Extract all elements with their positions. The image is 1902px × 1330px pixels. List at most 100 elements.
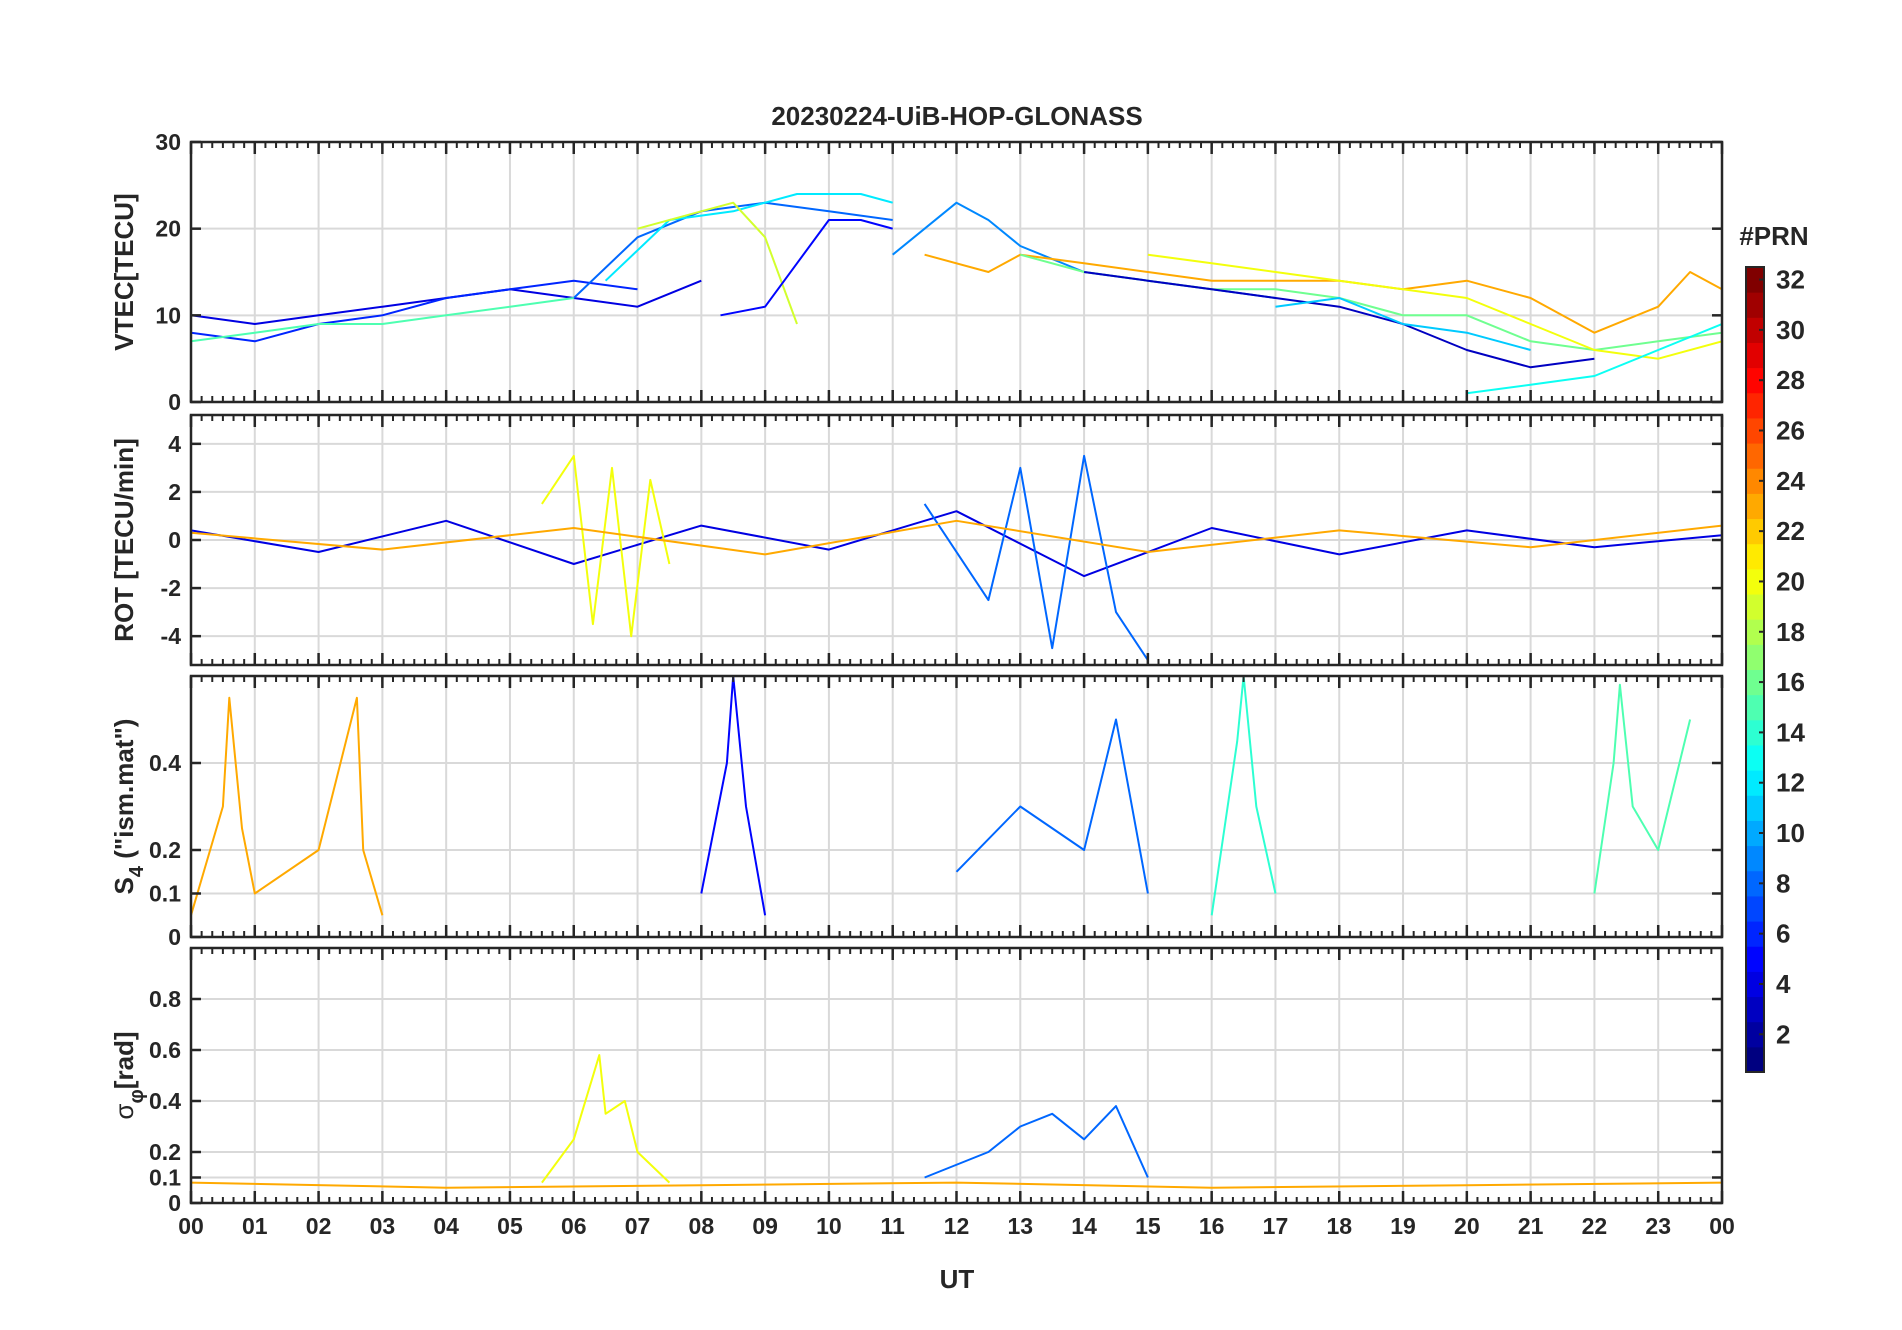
series-line-prn-8 (573, 201, 893, 299)
series-line-prn-15 (191, 297, 574, 343)
y-tick-label: 10 (155, 302, 181, 328)
y-axis-label-main: σ (109, 1104, 139, 1120)
colorbar-tick-label: 4 (1776, 969, 1791, 999)
x-tick-label: 07 (625, 1213, 651, 1239)
colorbar-segment (1746, 317, 1764, 343)
y-tick-label: 0.1 (149, 881, 181, 907)
y-tick-label: 0.6 (149, 1037, 181, 1063)
colorbar-tick-label: 20 (1776, 566, 1805, 596)
colorbar-tick-label: 22 (1776, 516, 1805, 546)
colorbar-segment (1746, 392, 1764, 419)
colorbar-segment (1746, 921, 1764, 947)
panel-1: 0 10 20 30 VTEC[TECU] (109, 129, 1724, 415)
y-axis-label: σφ[rad] (109, 1031, 148, 1119)
series-line-prn-15 (1593, 683, 1692, 894)
colorbar-segment (1746, 342, 1764, 369)
colorbar-segment (1746, 694, 1764, 721)
series-line-prn-23 (191, 519, 1722, 556)
colorbar-segment (1746, 644, 1764, 670)
colorbar-tick-label: 8 (1776, 868, 1790, 898)
x-tick-label: 13 (1007, 1213, 1033, 1239)
x-tick-label: 00 (1709, 1213, 1735, 1239)
colorbar-title: #PRN (1739, 221, 1808, 251)
y-tick-label: 0 (168, 527, 181, 553)
series-line-prn-5 (720, 219, 893, 317)
colorbar-tick-label: 10 (1776, 818, 1805, 848)
colorbar-tick-label: 24 (1776, 466, 1805, 496)
y-axis-label: ROT [TECU/min] (109, 438, 139, 642)
panel-4: 00.10.20.40.60.8σφ[rad] (109, 946, 1724, 1216)
x-tick-label: 18 (1326, 1213, 1352, 1239)
x-tick-label: 03 (370, 1213, 396, 1239)
colorbar-segment (1746, 468, 1764, 494)
series-line-prn-19 (637, 201, 798, 325)
series-group (191, 454, 1722, 661)
x-tick-label: 00 (178, 1213, 204, 1239)
series-line-prn-5 (700, 676, 767, 916)
series-line-prn-23 (191, 696, 384, 916)
y-axis-label: S4 ("ism.mat") (109, 719, 148, 895)
colorbar-segment (1746, 971, 1764, 998)
colorbar-segment (1746, 719, 1764, 746)
x-tick-label: 21 (1518, 1213, 1544, 1239)
series-line-prn-11 (1275, 297, 1531, 351)
series-line-prn-8 (924, 1105, 1149, 1179)
y-tick-label: 0 (168, 924, 181, 950)
x-tick-label: 02 (306, 1213, 332, 1239)
y-axis-label-sub: 4 (126, 865, 148, 877)
y-axis-label: VTEC[TECU] (109, 193, 139, 350)
colorbar-tick-label: 30 (1776, 315, 1805, 345)
x-tick-label: 10 (816, 1213, 842, 1239)
colorbar-segment (1746, 1046, 1764, 1073)
y-tick-label: 4 (168, 431, 181, 457)
colorbar-segment (1746, 518, 1764, 545)
x-tick-label: 14 (1071, 1213, 1097, 1239)
y-tick-label: 0 (168, 1190, 181, 1216)
series-line-prn-20 (541, 1054, 671, 1184)
series-line-prn-12 (604, 193, 893, 282)
colorbar-segment (1746, 594, 1764, 620)
colorbar-tick-label: 2 (1776, 1019, 1790, 1049)
series-line-prn-6 (191, 279, 638, 343)
x-tick-label: 04 (433, 1213, 459, 1239)
colorbar-segment (1746, 895, 1764, 922)
y-tick-label: 0 (168, 389, 181, 415)
series-line-prn-14 (1210, 676, 1277, 916)
colorbar-segment (1746, 543, 1764, 570)
colorbar-segment (1746, 619, 1764, 645)
colorbar-tick-label: 6 (1776, 919, 1790, 949)
colorbar-segment (1746, 292, 1764, 318)
series-line-prn-20 (1147, 253, 1722, 360)
colorbar-segment (1746, 493, 1764, 520)
colorbar-segment (1746, 845, 1764, 872)
y-tick-label: 0.1 (149, 1165, 181, 1191)
series-group (191, 1054, 1722, 1189)
colorbar-segment (1746, 1021, 1764, 1048)
colorbar-segment (1746, 996, 1764, 1023)
colorbar-segment (1746, 770, 1764, 796)
series-line-prn-4 (191, 510, 1722, 578)
x-tick-label: 06 (561, 1213, 587, 1239)
chart-title: 20230224-UiB-HOP-GLONASS (771, 101, 1142, 131)
y-tick-label: 0.8 (149, 986, 181, 1012)
colorbar-segment (1746, 669, 1764, 696)
y-tick-label: 0.2 (149, 1139, 181, 1165)
series-line-prn-8 (923, 454, 1149, 661)
colorbar-segment (1746, 820, 1764, 847)
y-axis-label-main: S (109, 877, 139, 894)
x-tick-label: 23 (1645, 1213, 1671, 1239)
colorbar-segment (1746, 568, 1764, 595)
series-line-prn-23 (191, 1181, 1722, 1189)
x-tick-label: 15 (1135, 1213, 1161, 1239)
y-axis-label-rest: ("ism.mat") (109, 719, 139, 866)
y-tick-label: 2 (168, 479, 181, 505)
panel-3: 00.10.20.4S4 ("ism.mat") (109, 674, 1724, 950)
series-group (191, 676, 1692, 916)
colorbar-segment (1746, 417, 1764, 444)
y-axis-label-rest: [rad] (109, 1031, 139, 1089)
colorbar-segment (1746, 443, 1764, 469)
y-tick-label: 0.2 (149, 837, 181, 863)
